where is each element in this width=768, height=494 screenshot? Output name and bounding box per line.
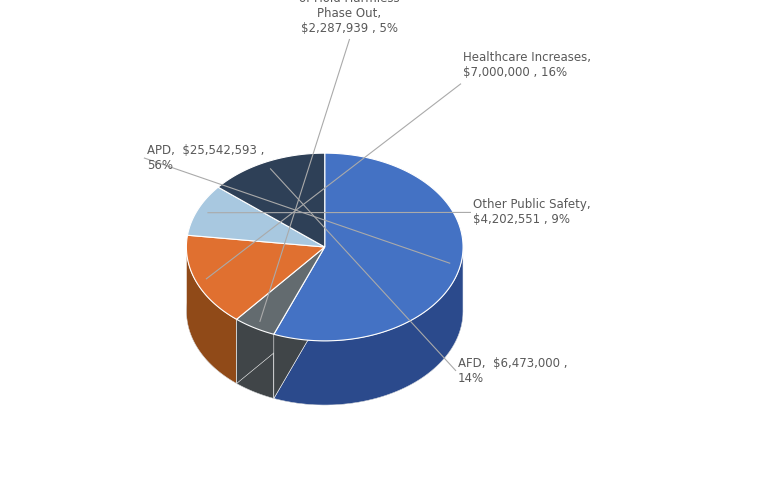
- Polygon shape: [237, 319, 274, 399]
- Polygon shape: [218, 153, 325, 247]
- Text: Other Public Safety,
$4,202,551 , 9%: Other Public Safety, $4,202,551 , 9%: [473, 199, 591, 226]
- Polygon shape: [274, 247, 325, 399]
- Polygon shape: [187, 187, 325, 247]
- Text: Partial Replacement
of Hold Harmless
Phase Out,
$2,287,939 , 5%: Partial Replacement of Hold Harmless Pha…: [290, 0, 409, 35]
- Text: APD,  $25,542,593 ,
56%: APD, $25,542,593 , 56%: [147, 144, 264, 172]
- Text: AFD,  $6,473,000 ,
14%: AFD, $6,473,000 , 14%: [458, 357, 568, 384]
- Text: Healthcare Increases,
$7,000,000 , 16%: Healthcare Increases, $7,000,000 , 16%: [463, 51, 591, 79]
- Polygon shape: [274, 247, 463, 405]
- Polygon shape: [274, 153, 463, 341]
- Polygon shape: [237, 247, 325, 334]
- Polygon shape: [187, 217, 463, 405]
- Polygon shape: [187, 235, 325, 319]
- Polygon shape: [187, 247, 237, 383]
- Polygon shape: [237, 247, 325, 383]
- Polygon shape: [274, 247, 325, 399]
- Polygon shape: [237, 247, 325, 383]
